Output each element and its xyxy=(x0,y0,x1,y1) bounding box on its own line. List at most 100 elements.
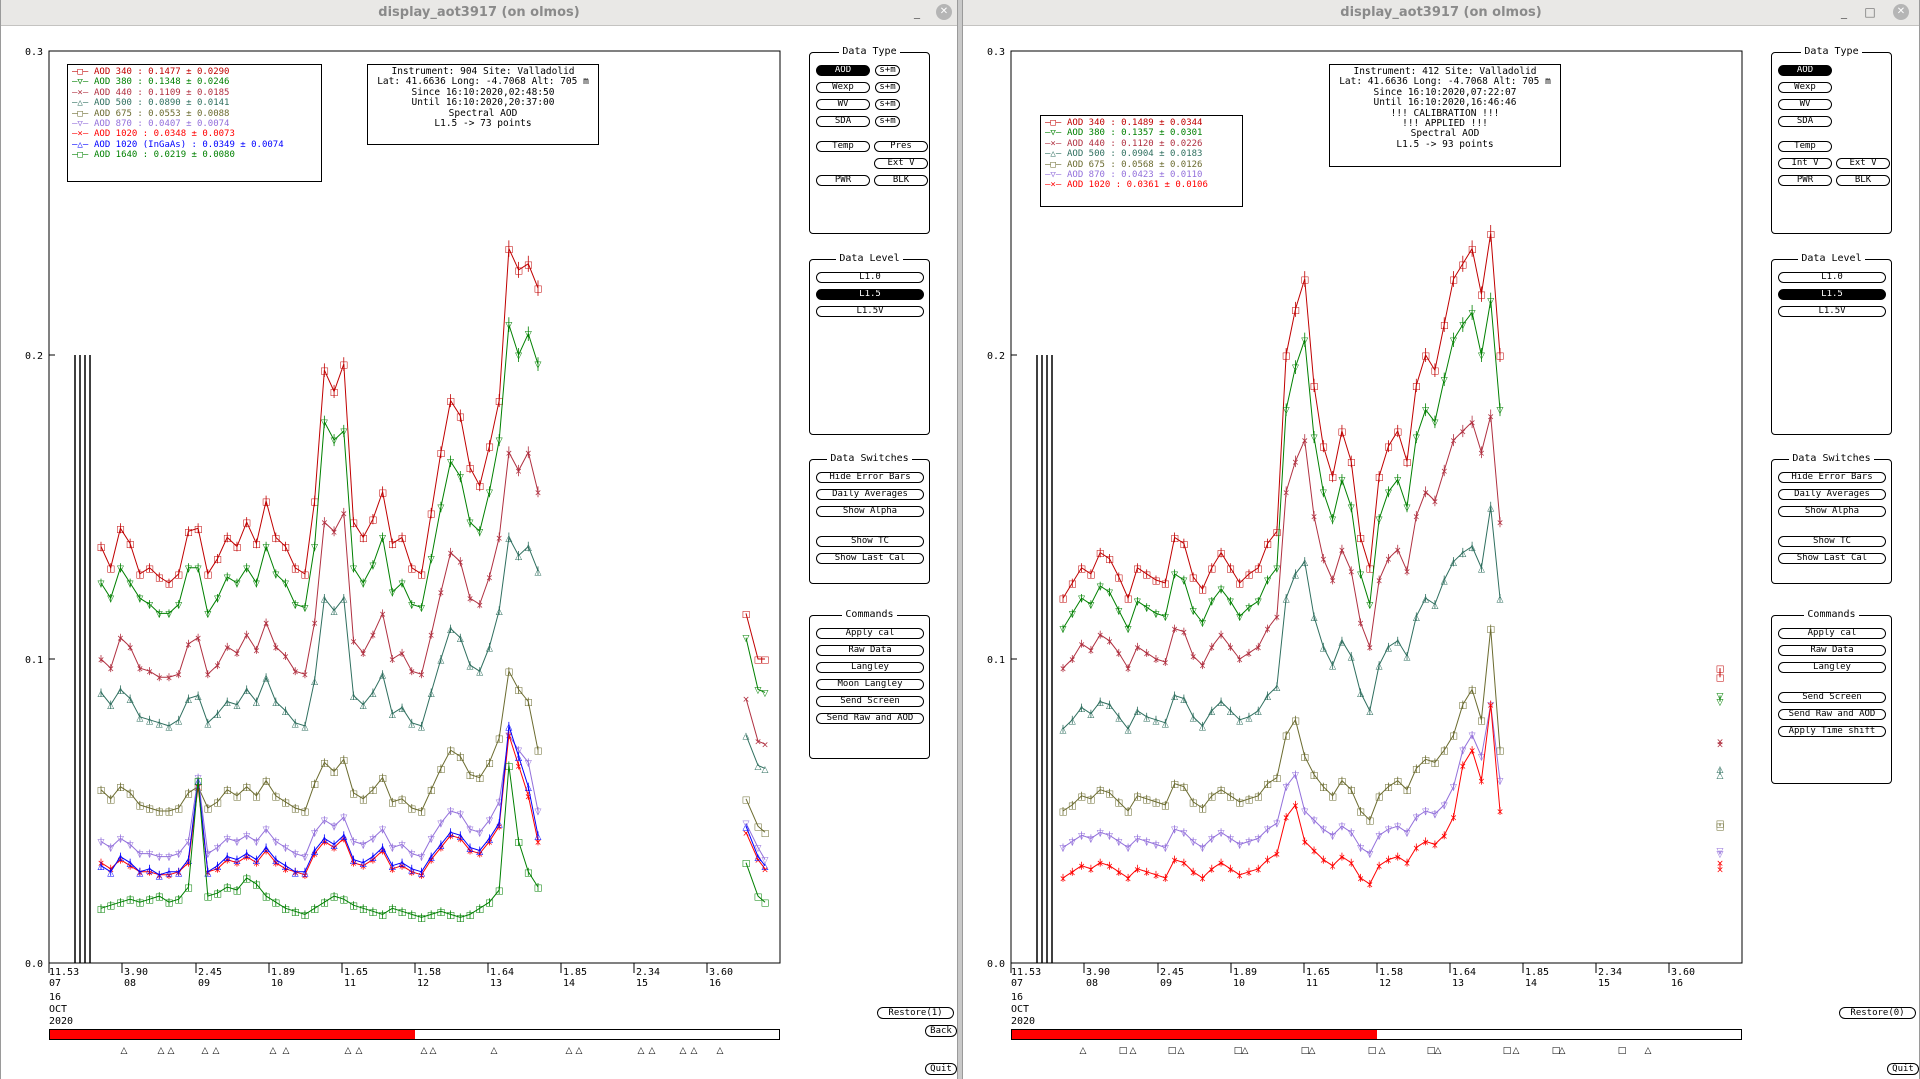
button-show-alpha[interactable]: Show Alpha xyxy=(816,506,924,517)
button-show-alpha[interactable]: Show Alpha xyxy=(1778,506,1886,517)
close-icon[interactable]: ✕ xyxy=(1893,4,1909,20)
button-hide-error-bars[interactable]: Hide Error Bars xyxy=(816,472,924,483)
data-point: ▽ xyxy=(1171,826,1178,836)
data-point: □ xyxy=(1189,798,1198,808)
data-point: ▽ xyxy=(350,564,357,574)
data-point: × xyxy=(1069,868,1077,878)
button-langley[interactable]: Langley xyxy=(1778,662,1886,673)
data-point: □ xyxy=(446,747,455,757)
button-ext-v[interactable]: Ext V xyxy=(874,158,928,169)
button-raw-data[interactable]: Raw Data xyxy=(816,645,924,656)
button-show-last-cal[interactable]: Show Last Cal xyxy=(816,553,924,564)
data-point: × xyxy=(486,838,494,848)
restore-button[interactable]: Restore(0) xyxy=(1839,1007,1916,1019)
button-l1-5[interactable]: L1.5 xyxy=(1778,289,1886,300)
button-s-m[interactable]: s+m xyxy=(875,65,900,76)
data-point: □ xyxy=(155,573,164,583)
button-daily-averages[interactable]: Daily Averages xyxy=(1778,489,1886,500)
button-apply-time-shift[interactable]: Apply Time shift xyxy=(1778,726,1886,737)
data-point: × xyxy=(1431,841,1439,851)
data-point: □ xyxy=(213,555,222,565)
button-send-screen[interactable]: Send Screen xyxy=(816,696,924,707)
button-l1-5[interactable]: L1.5 xyxy=(816,289,924,300)
data-point: × xyxy=(1385,856,1393,866)
button-show-tc[interactable]: Show TC xyxy=(1778,536,1886,547)
data-point: × xyxy=(525,449,533,459)
x-tick-value: 2.45 xyxy=(1160,967,1184,978)
button-s-m[interactable]: s+m xyxy=(875,99,900,110)
data-point: ▽ xyxy=(1208,598,1215,608)
minimize-icon[interactable]: _ xyxy=(914,5,920,19)
button-temp[interactable]: Temp xyxy=(1778,141,1832,152)
button-l1-5v[interactable]: L1.5V xyxy=(1778,306,1886,317)
data-point: ▽ xyxy=(486,817,493,827)
data-point: × xyxy=(1478,449,1486,459)
button-blk[interactable]: BLK xyxy=(1836,175,1890,186)
button-pwr[interactable]: PWR xyxy=(816,175,870,186)
button-hide-error-bars[interactable]: Hide Error Bars xyxy=(1778,472,1886,483)
data-point: □ xyxy=(1356,534,1365,544)
button-l1-5v[interactable]: L1.5V xyxy=(816,306,924,317)
button-moon-langley[interactable]: Moon Langley xyxy=(816,679,924,690)
data-point: × xyxy=(495,534,503,544)
data-point: ▽ xyxy=(272,838,279,848)
time-marker: △ xyxy=(576,1046,583,1056)
button-aod[interactable]: AOD xyxy=(1778,65,1832,76)
time-range-bar[interactable] xyxy=(1011,1029,1742,1040)
button-ext-v[interactable]: Ext V xyxy=(1836,158,1890,169)
time-marker: △ xyxy=(691,1046,698,1056)
button-send-screen[interactable]: Send Screen xyxy=(1778,692,1886,703)
close-icon[interactable]: ✕ xyxy=(936,4,952,20)
button-daily-averages[interactable]: Daily Averages xyxy=(816,489,924,500)
button-aod[interactable]: AOD xyxy=(816,65,870,76)
plot-window-right: display_aot3917 (on olmos) _ □ ✕ 0.0 0.1 0… xyxy=(962,0,1920,1079)
button-sda[interactable]: SDA xyxy=(1778,116,1832,127)
button-raw-data[interactable]: Raw Data xyxy=(1778,645,1886,656)
button-wv[interactable]: WV xyxy=(816,99,870,110)
data-point: × xyxy=(223,643,231,653)
button-blk[interactable]: BLK xyxy=(874,175,928,186)
button-show-tc[interactable]: Show TC xyxy=(816,536,924,547)
data-point: △ xyxy=(1311,613,1318,623)
time-marker: △ xyxy=(717,1046,724,1056)
x-date-label: 2020 xyxy=(49,1016,73,1027)
button-temp[interactable]: Temp xyxy=(816,141,870,152)
button-s-m[interactable]: s+m xyxy=(875,82,900,93)
data-point: □ xyxy=(1254,792,1263,802)
quit-button[interactable]: Quit xyxy=(925,1063,957,1075)
button-send-raw-and-aod[interactable]: Send Raw and AOD xyxy=(1778,709,1886,720)
time-marker: □ xyxy=(1301,1046,1310,1056)
button-apply-cal[interactable]: Apply cal xyxy=(1778,628,1886,639)
button-langley[interactable]: Langley xyxy=(816,662,924,673)
x-tick-value: 1.89 xyxy=(1233,967,1257,978)
button-apply-cal[interactable]: Apply cal xyxy=(816,628,924,639)
button-pres[interactable]: Pres xyxy=(874,141,928,152)
data-point: ▽ xyxy=(282,844,289,854)
button-sda[interactable]: SDA xyxy=(816,116,870,127)
restore-button[interactable]: Restore(1) xyxy=(877,1007,954,1019)
button-show-last-cal[interactable]: Show Last Cal xyxy=(1778,553,1886,564)
button-wv[interactable]: WV xyxy=(1778,99,1832,110)
minimize-icon[interactable]: _ xyxy=(1841,5,1847,19)
x-date-label: 2020 xyxy=(1011,1016,1035,1027)
time-range-bar[interactable] xyxy=(49,1029,780,1040)
data-point: □ xyxy=(262,893,271,903)
series-line xyxy=(100,324,539,615)
data-point: × xyxy=(379,610,387,620)
button-s-m[interactable]: s+m xyxy=(875,116,900,127)
back-button[interactable]: Back xyxy=(925,1025,957,1037)
maximize-icon[interactable]: □ xyxy=(1864,5,1876,19)
button-l1-0[interactable]: L1.0 xyxy=(1778,272,1886,283)
data-point: □ xyxy=(252,792,261,802)
data-point: × xyxy=(466,595,474,605)
button-pwr[interactable]: PWR xyxy=(1778,175,1832,186)
button-wexp[interactable]: Wexp xyxy=(816,82,870,93)
data-point: □ xyxy=(1421,352,1430,362)
button-l1-0[interactable]: L1.0 xyxy=(816,272,924,283)
button-wexp[interactable]: Wexp xyxy=(1778,82,1832,93)
data-point: ▽ xyxy=(340,428,347,438)
button-send-raw-and-aod[interactable]: Send Raw and AOD xyxy=(816,713,924,724)
quit-button[interactable]: Quit xyxy=(1887,1063,1919,1075)
series-line-tail xyxy=(745,862,766,903)
button-int-v[interactable]: Int V xyxy=(1778,158,1832,169)
